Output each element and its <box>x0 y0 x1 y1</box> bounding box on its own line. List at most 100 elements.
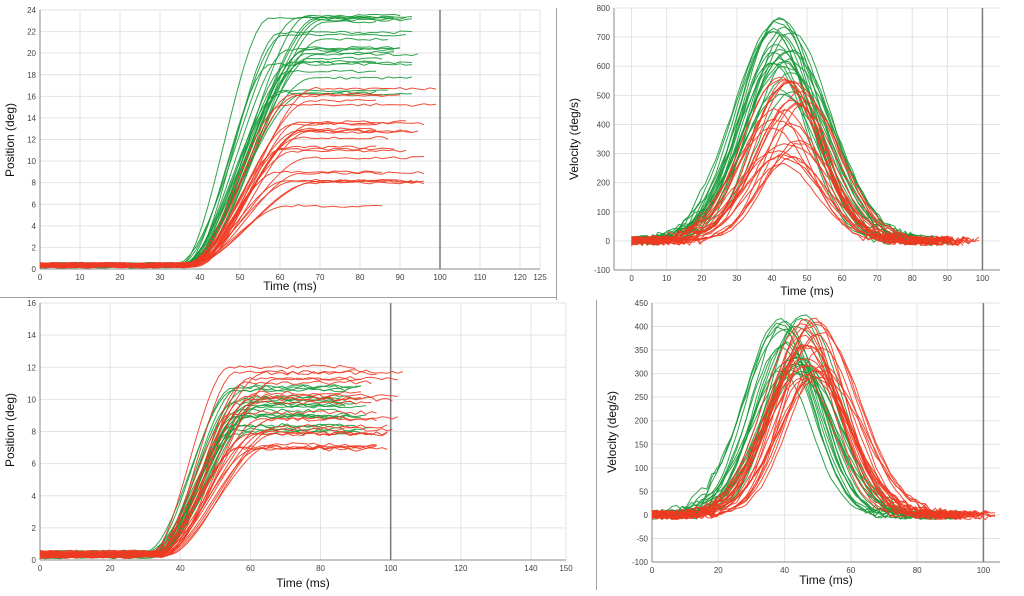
x-axis-title: Time (ms) <box>276 576 330 590</box>
red-trace <box>652 365 961 520</box>
y-tick-label: 600 <box>597 62 611 71</box>
x-tick-label: 60 <box>246 564 255 573</box>
x-tick-label: 80 <box>356 273 365 282</box>
y-tick-label: 300 <box>635 370 649 379</box>
x-tick-label: 120 <box>513 273 527 282</box>
green-trace <box>652 363 956 519</box>
red-trace <box>40 376 398 558</box>
x-tick-label: 120 <box>454 564 468 573</box>
red-trace <box>40 417 377 556</box>
y-tick-label: 14 <box>27 331 36 340</box>
vertical-divider-bottom <box>596 300 597 590</box>
y-tick-label: 0 <box>32 556 37 565</box>
y-tick-label: 12 <box>27 363 36 372</box>
x-tick-label: 110 <box>474 273 487 282</box>
x-axis-title: Time (ms) <box>799 573 853 587</box>
y-tick-label: 400 <box>597 120 611 129</box>
y-tick-label: 250 <box>635 393 649 402</box>
red-trace <box>652 323 966 520</box>
x-tick-label: 80 <box>908 274 917 283</box>
x-tick-label: 100 <box>433 273 447 282</box>
x-tick-label: 60 <box>846 566 855 575</box>
red-trace <box>40 446 388 557</box>
x-tick-label: 90 <box>943 274 952 283</box>
y-tick-label: 0 <box>606 237 611 246</box>
red-trace <box>40 170 382 266</box>
y-tick-label: 2 <box>32 243 37 252</box>
x-tick-label: 50 <box>803 274 812 283</box>
x-tick-label: 30 <box>156 273 165 282</box>
x-tick-label: 10 <box>76 273 85 282</box>
y-tick-label: 0 <box>32 265 37 274</box>
x-tick-label: 70 <box>873 274 882 283</box>
y-axis-title: Velocity (deg/s) <box>605 391 619 473</box>
red-trace <box>40 380 372 558</box>
x-tick-label: 40 <box>767 274 776 283</box>
y-tick-label: 500 <box>597 91 611 100</box>
y-tick-label: 400 <box>635 323 649 332</box>
y-tick-label: 8 <box>32 179 37 188</box>
y-tick-label: 0 <box>644 511 649 520</box>
y-tick-label: 50 <box>639 487 648 496</box>
y-tick-label: 800 <box>597 4 611 13</box>
red-trace <box>40 86 437 269</box>
y-axis-title: Position (deg) <box>3 393 17 467</box>
y-tick-label: 6 <box>32 200 37 209</box>
y-tick-label: 450 <box>635 299 649 308</box>
y-tick-label: 12 <box>27 136 36 145</box>
x-tick-label: 0 <box>629 274 634 283</box>
horizontal-divider <box>0 297 556 298</box>
x-tick-label: 50 <box>236 273 245 282</box>
x-tick-label: 0 <box>38 564 43 573</box>
x-tick-label: 40 <box>780 566 789 575</box>
x-tick-label: 80 <box>316 564 325 573</box>
red-trace <box>40 204 383 267</box>
y-tick-label: 16 <box>27 299 36 308</box>
x-tick-label: 60 <box>838 274 847 283</box>
y-tick-label: -100 <box>632 558 649 567</box>
y-tick-label: 150 <box>635 440 649 449</box>
y-tick-label: 14 <box>27 114 36 123</box>
red-trace <box>631 99 959 246</box>
x-tick-label: 40 <box>176 564 185 573</box>
y-tick-label: 10 <box>27 395 36 404</box>
red-trace <box>40 128 377 265</box>
x-axis-title: Time (ms) <box>780 284 834 298</box>
x-tick-label: 60 <box>276 273 285 282</box>
x-tick-label: 100 <box>976 274 990 283</box>
y-tick-label: 8 <box>32 428 37 437</box>
green-trace <box>652 342 941 521</box>
x-tick-label: 125 <box>533 273 547 282</box>
x-tick-label: 20 <box>714 566 723 575</box>
red-trace <box>40 364 356 558</box>
x-tick-label: 20 <box>116 273 125 282</box>
y-tick-label: 18 <box>27 71 36 80</box>
y-tick-label: -50 <box>636 534 648 543</box>
y-tick-label: 16 <box>27 92 36 101</box>
red-trace <box>40 171 425 268</box>
red-trace <box>40 431 388 553</box>
x-tick-label: 100 <box>384 564 398 573</box>
y-tick-label: 200 <box>635 417 649 426</box>
red-trace <box>631 109 974 245</box>
y-axis-title: Velocity (deg/s) <box>567 98 581 180</box>
red-trace <box>652 370 981 520</box>
y-tick-label: 4 <box>32 222 37 231</box>
y-tick-label: 4 <box>32 492 37 501</box>
y-tick-label: 2 <box>32 524 37 533</box>
x-tick-label: 70 <box>316 273 325 282</box>
red-trace <box>631 139 980 246</box>
x-tick-label: 0 <box>650 566 655 575</box>
y-tick-label: 20 <box>27 49 36 58</box>
red-trace <box>652 347 961 520</box>
green-trace <box>652 320 951 520</box>
y-tick-label: 100 <box>635 464 649 473</box>
vertical-divider-top <box>556 8 557 300</box>
red-trace <box>652 346 976 520</box>
y-tick-label: 200 <box>597 179 611 188</box>
x-axis-title: Time (ms) <box>263 279 317 293</box>
y-tick-label: 22 <box>27 28 36 37</box>
y-axis-title: Position (deg) <box>3 103 17 177</box>
